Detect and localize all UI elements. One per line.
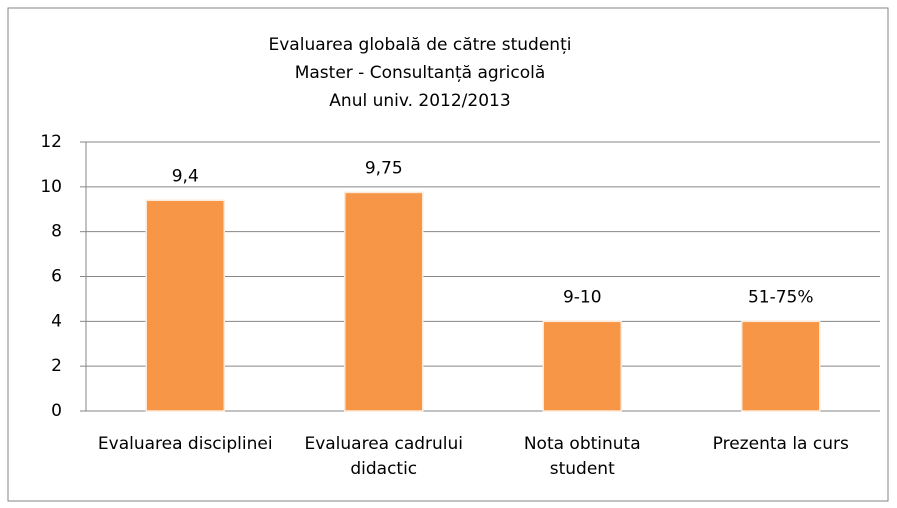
y-tick-label: 2 (51, 356, 62, 376)
y-tick-label: 10 (40, 177, 62, 197)
x-tick-label: Nota obtinuta student (523, 434, 641, 479)
y-tick-label: 8 (51, 222, 62, 242)
y-tick-label: 4 (51, 311, 62, 331)
chart-subtitle: Master - Consultanță agricolă (295, 63, 546, 83)
bar (145, 199, 225, 412)
chart-title: Evaluarea globală de către studenți (269, 35, 572, 55)
x-tick-label: Evaluarea disciplinei (97, 434, 273, 454)
x-tick-label: Evaluarea cadrului didactic (304, 434, 464, 479)
value-label: 9,4 (172, 166, 199, 186)
bar (542, 320, 622, 412)
x-tick-label: Prezenta la curs (712, 434, 849, 454)
y-tick-label: 12 (40, 132, 62, 152)
y-tick-label: 6 (51, 267, 62, 287)
chart-subtitle: Anul univ. 2012/2013 (329, 91, 510, 111)
value-label: 9-10 (563, 287, 602, 307)
value-label: 51-75% (748, 287, 814, 307)
bar (344, 191, 424, 412)
y-tick-label: 0 (51, 401, 62, 421)
value-label: 9,75 (365, 158, 403, 178)
bar (741, 320, 821, 412)
